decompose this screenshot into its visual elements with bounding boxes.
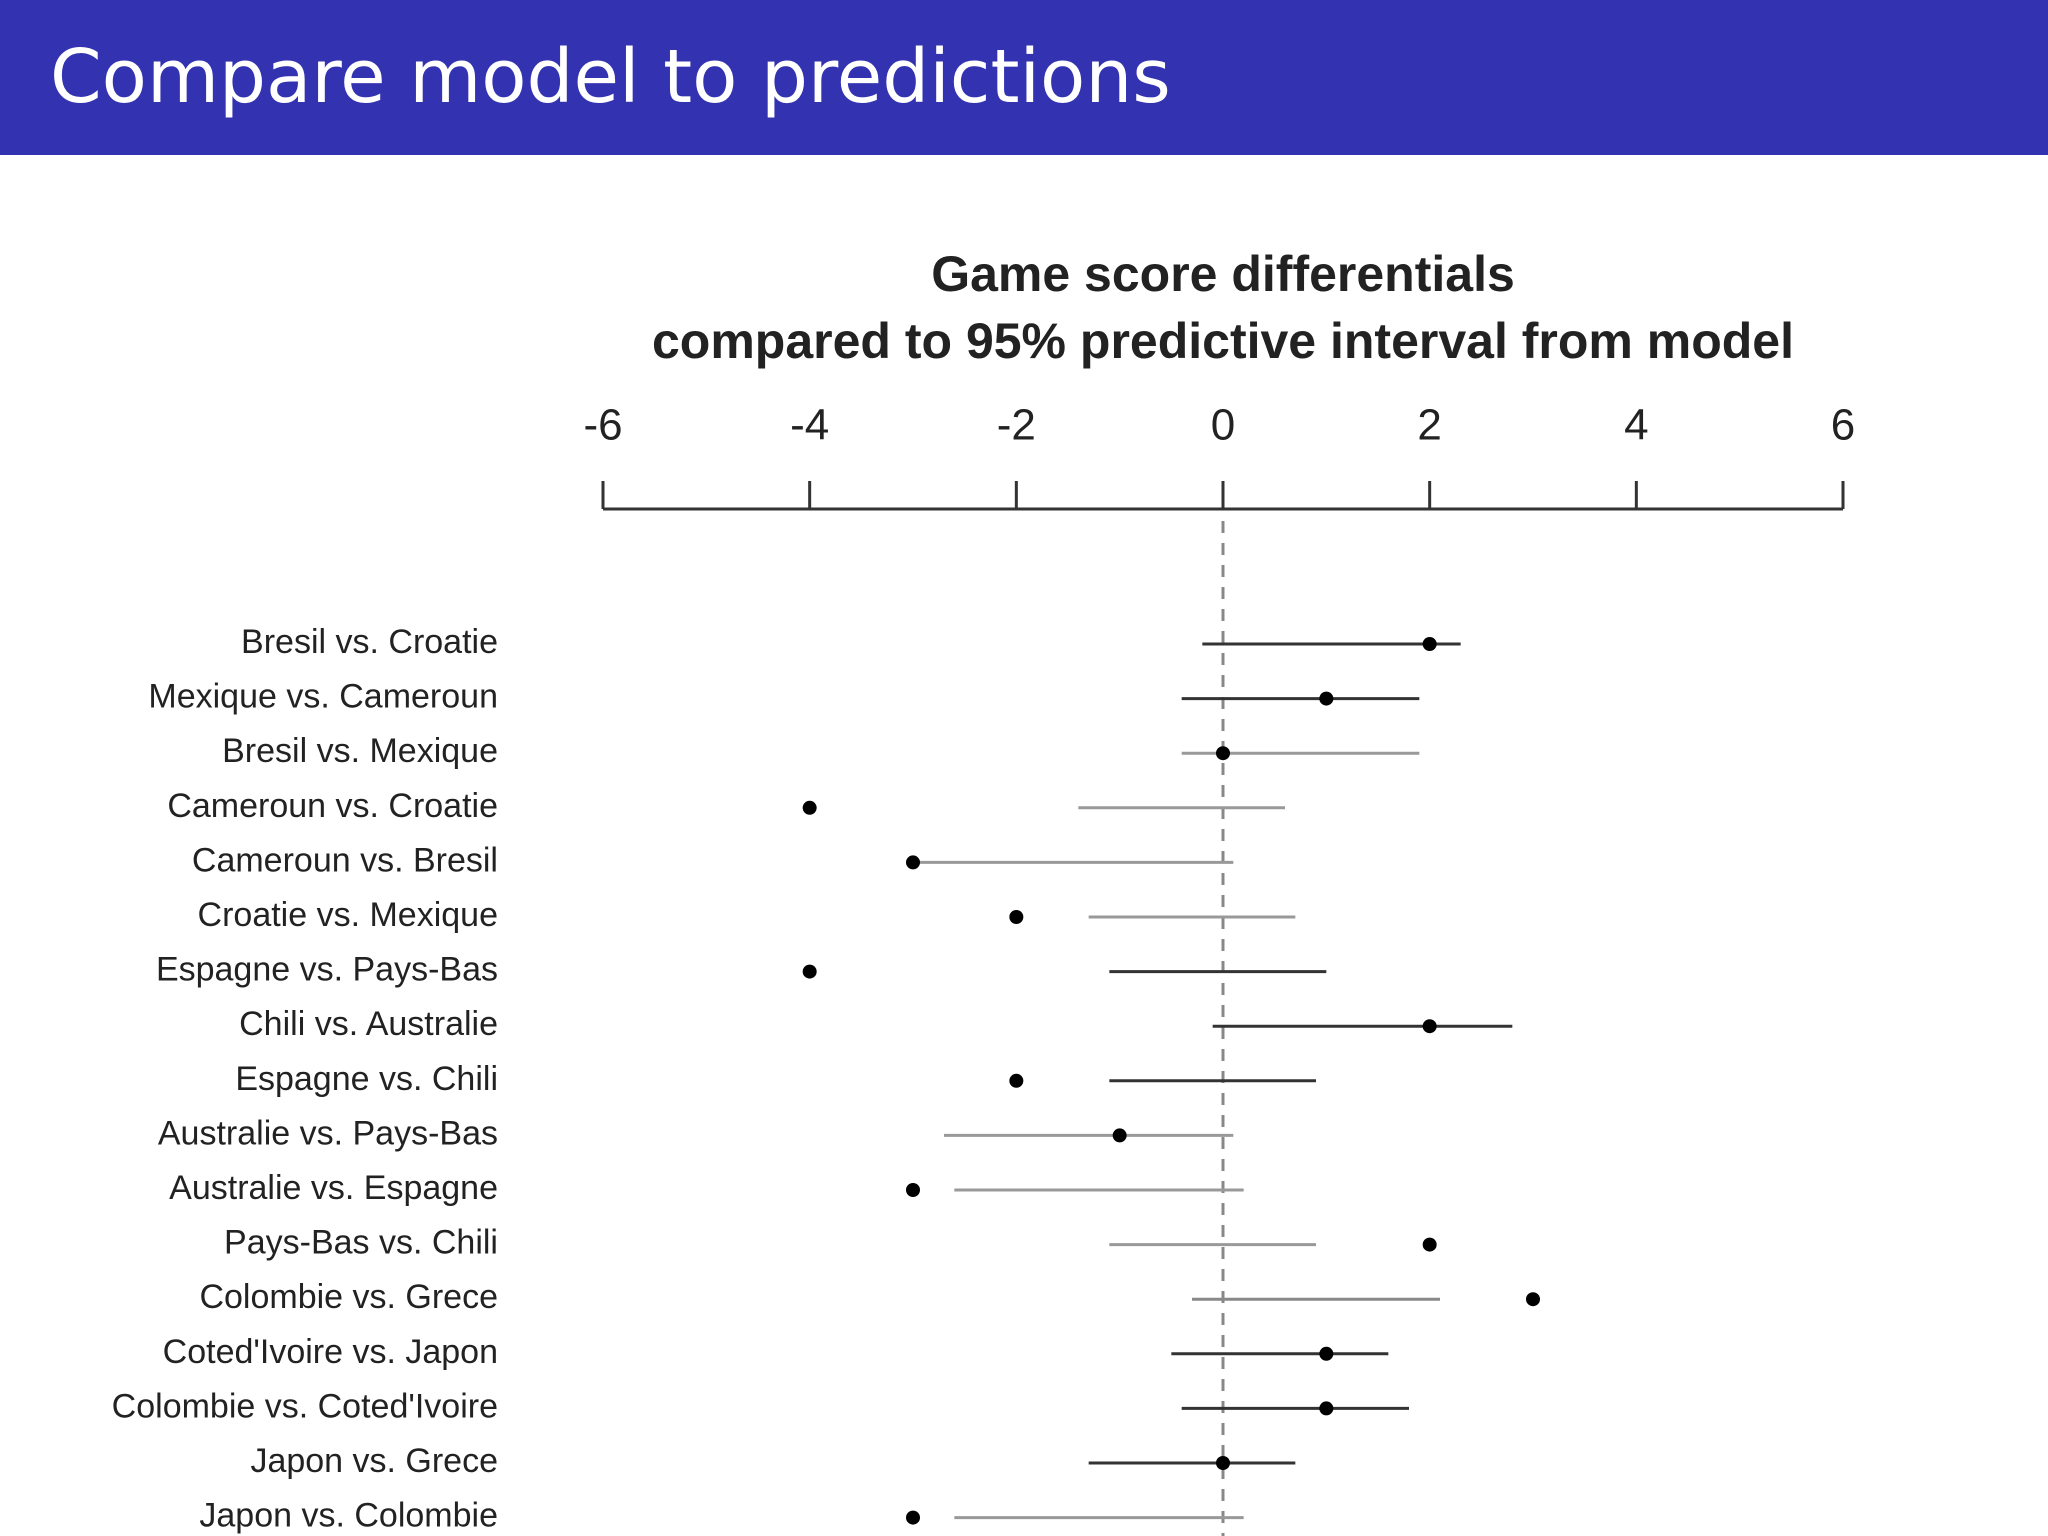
chart-subtitle: compared to 95% predictive interval from… — [652, 313, 1794, 369]
y-tick-label: Bresil vs. Mexique — [222, 732, 498, 770]
point — [906, 1510, 920, 1525]
x-tick-label: 6 — [1831, 401, 1855, 450]
y-tick-label: Australie vs. Pays-Bas — [158, 1114, 498, 1152]
y-tick-label: Chili vs. Australie — [239, 1005, 498, 1043]
point — [1216, 1456, 1230, 1470]
x-tick-label: -4 — [790, 401, 829, 450]
point — [1009, 1073, 1024, 1088]
point — [1216, 746, 1230, 761]
x-tick-label: 0 — [1211, 401, 1235, 450]
point — [906, 1183, 920, 1197]
slide-header: Compare model to predictions — [0, 0, 2048, 155]
point — [1422, 1237, 1437, 1252]
y-tick-label: Colombie vs. Coted'Ivoire — [112, 1387, 498, 1425]
chart-title: Game score differentials — [931, 246, 1515, 302]
point — [1319, 691, 1334, 706]
y-tick-label: Coted'Ivoire vs. Japon — [163, 1333, 498, 1371]
point — [1009, 910, 1024, 924]
x-tick-label: 2 — [1417, 401, 1441, 450]
x-tick-label: -6 — [583, 401, 622, 450]
point — [1526, 1292, 1540, 1307]
y-tick-label: Croatie vs. Mexique — [198, 896, 498, 934]
point — [906, 855, 920, 870]
y-tick-label: Espagne vs. Chili — [235, 1060, 498, 1098]
point — [1319, 1401, 1334, 1416]
y-tick-label: Australie vs. Espagne — [169, 1169, 498, 1207]
point — [802, 800, 817, 815]
x-tick-label: -2 — [997, 401, 1036, 450]
y-tick-label: Mexique vs. Cameroun — [148, 678, 498, 716]
point — [1422, 637, 1437, 651]
y-tick-label: Bresil vs. Croatie — [241, 623, 498, 661]
y-tick-label: Espagne vs. Pays-Bas — [156, 951, 498, 989]
point — [1112, 1128, 1127, 1143]
y-tick-label: Cameroun vs. Croatie — [167, 787, 498, 825]
y-tick-label: Japon vs. Colombie — [199, 1497, 498, 1535]
y-tick-label: Cameroun vs. Bresil — [192, 841, 498, 879]
y-tick-label: Colombie vs. Grece — [199, 1278, 498, 1316]
x-tick-label: 4 — [1624, 401, 1648, 450]
point — [1319, 1346, 1334, 1361]
y-tick-label: Pays-Bas vs. Chili — [224, 1224, 498, 1262]
point — [802, 964, 817, 979]
point — [1422, 1019, 1437, 1034]
y-tick-label: Japon vs. Grece — [250, 1442, 498, 1480]
slide-title: Compare model to predictions — [50, 34, 1171, 120]
